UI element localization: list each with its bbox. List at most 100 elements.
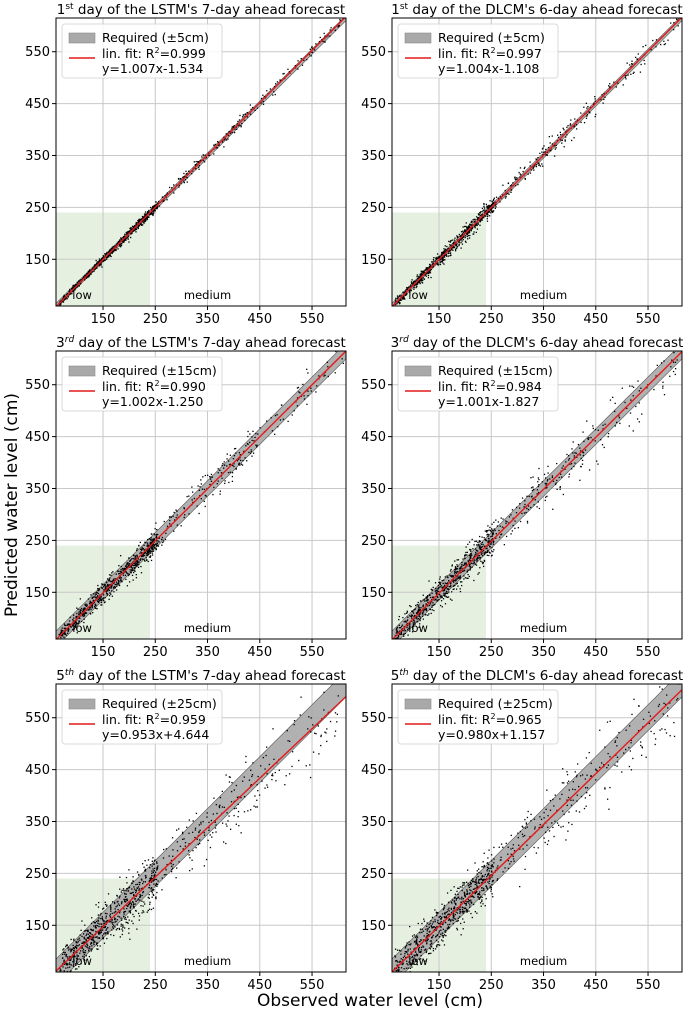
scatter-point <box>228 464 231 466</box>
scatter-point <box>674 373 676 376</box>
scatter-point <box>409 289 411 291</box>
scatter-point <box>480 553 483 555</box>
scatter-point <box>90 928 92 931</box>
scatter-point <box>59 968 62 970</box>
scatter-point <box>466 235 468 238</box>
scatter-point <box>413 934 415 936</box>
scatter-point <box>65 624 67 627</box>
scatter-point <box>485 211 487 213</box>
scatter-point <box>516 177 518 179</box>
scatter-point <box>102 923 104 925</box>
scatter-point <box>476 544 478 546</box>
scatter-point <box>59 303 61 305</box>
scatter-point <box>219 804 221 807</box>
scatter-point <box>580 121 582 123</box>
scatter-point <box>463 564 466 566</box>
scatter-point <box>334 735 336 737</box>
scatter-point <box>291 751 294 753</box>
scatter-point <box>396 949 399 951</box>
scatter-point <box>87 274 89 277</box>
scatter-point <box>471 227 473 230</box>
scatter-point <box>63 631 66 634</box>
scatter-point <box>253 440 255 442</box>
scatter-point <box>451 239 453 241</box>
scatter-point <box>241 116 244 118</box>
scatter-point <box>669 735 671 737</box>
scatter-point <box>450 582 452 584</box>
scatter-point <box>421 615 424 617</box>
scatter-point <box>454 241 456 243</box>
scatter-point <box>450 575 452 577</box>
scatter-point <box>137 225 140 227</box>
scatter-point <box>406 293 408 295</box>
scatter-point <box>72 289 75 292</box>
scatter-point <box>413 287 415 289</box>
scatter-point <box>105 929 107 931</box>
scatter-point <box>109 916 112 918</box>
scatter-point <box>101 587 104 589</box>
scatter-point <box>120 923 122 925</box>
scatter-point <box>165 532 167 534</box>
scatter-point <box>492 206 494 208</box>
scatter-point <box>65 955 67 957</box>
scatter-point <box>235 452 237 454</box>
scatter-point <box>492 532 494 534</box>
scatter-point <box>143 901 145 903</box>
scatter-point <box>550 149 552 152</box>
scatter-point <box>491 200 493 202</box>
scatter-point <box>422 618 425 620</box>
scatter-point <box>147 896 149 899</box>
scatter-point <box>66 964 69 966</box>
scatter-point <box>424 609 427 611</box>
scatter-point <box>94 265 96 267</box>
legend-band-swatch <box>68 698 96 710</box>
scatter-point <box>137 220 139 222</box>
scatter-point <box>74 287 76 290</box>
scatter-point <box>529 161 531 163</box>
scatter-point <box>86 276 88 278</box>
scatter-point <box>524 166 526 168</box>
scatter-point <box>447 914 449 916</box>
scatter-point <box>417 610 419 613</box>
scatter-point <box>512 858 515 860</box>
scatter-point <box>439 944 441 946</box>
scatter-point <box>419 608 421 611</box>
scatter-point <box>445 250 447 252</box>
scatter-point <box>621 387 623 389</box>
scatter-point <box>70 950 73 952</box>
scatter-point <box>225 823 227 825</box>
scatter-point <box>162 541 164 544</box>
scatter-point <box>334 29 337 31</box>
scatter-point <box>406 611 408 613</box>
scatter-point <box>140 565 142 568</box>
scatter-point <box>120 570 122 572</box>
scatter-point <box>156 529 158 531</box>
scatter-point <box>403 621 405 623</box>
scatter-point <box>150 537 152 539</box>
scatter-point <box>310 390 312 392</box>
scatter-point <box>138 889 140 891</box>
scatter-point <box>510 184 513 186</box>
scatter-point <box>101 925 103 928</box>
scatter-point <box>320 734 322 736</box>
scatter-point <box>110 586 113 588</box>
scatter-point <box>203 488 206 491</box>
scatter-point <box>221 822 224 824</box>
scatter-point <box>446 592 449 594</box>
scatter-point <box>252 452 255 454</box>
scatter-point <box>307 390 309 392</box>
scatter-point <box>163 848 165 851</box>
scatter-point <box>488 554 490 557</box>
scatter-point <box>77 945 79 947</box>
scatter-point <box>446 596 449 598</box>
scatter-point <box>470 220 473 222</box>
scatter-point <box>479 567 481 569</box>
scatter-point <box>146 542 149 544</box>
scatter-point <box>464 562 466 564</box>
scatter-point <box>470 228 472 230</box>
legend-equation-label: y=1.002x-1.250 <box>102 394 203 409</box>
scatter-point <box>573 126 575 128</box>
scatter-point <box>534 826 536 828</box>
scatter-point <box>395 637 397 639</box>
scatter-point <box>462 910 464 912</box>
